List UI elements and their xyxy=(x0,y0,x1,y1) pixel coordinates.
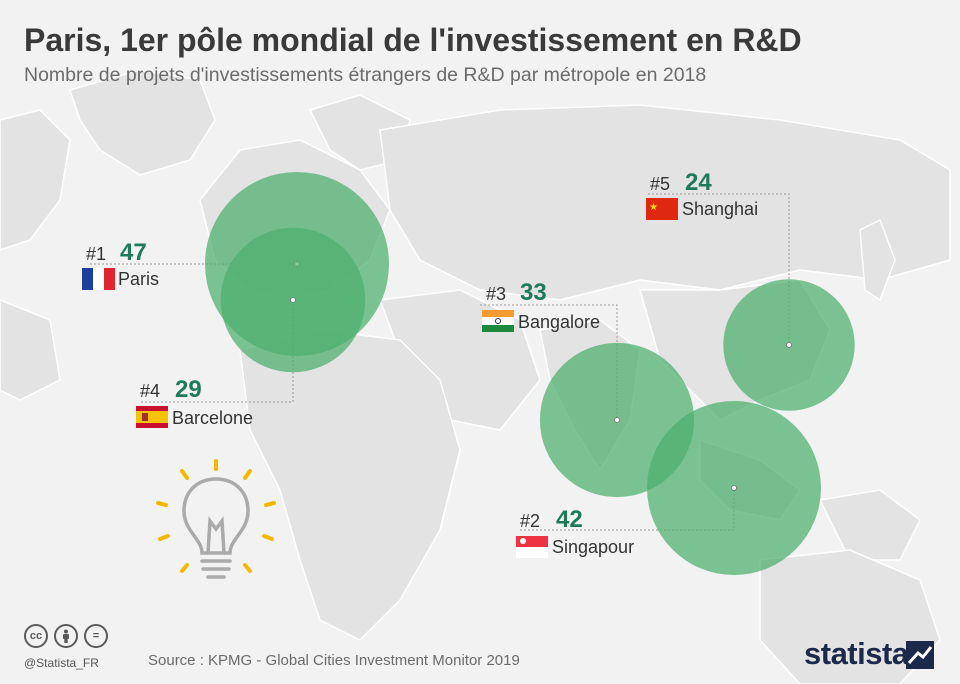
city-dot-bangalore xyxy=(614,417,620,423)
license-icons: cc = xyxy=(24,624,108,648)
city-label-paris: Paris xyxy=(118,269,159,289)
value-label-singapour: 42 xyxy=(556,506,583,533)
rank-label-paris: #1 xyxy=(86,244,106,264)
city-dot-shanghai xyxy=(786,342,792,348)
value-label-bangalore: 33 xyxy=(520,279,547,306)
flag-icon-france xyxy=(82,268,115,290)
bubble-layer xyxy=(205,172,855,575)
city-label-bangalore: Bangalore xyxy=(518,312,600,332)
city-dot-singapour xyxy=(731,485,737,491)
city-labels: #1 47 Paris #4 29 Barcelone #3 33 Bangal… xyxy=(82,169,758,558)
city-dot-barcelone xyxy=(290,297,296,303)
rank-label-barcelone: #4 xyxy=(140,381,160,401)
value-label-shanghai: 24 xyxy=(685,169,712,196)
value-label-barcelone: 29 xyxy=(175,376,202,403)
city-label-shanghai: Shanghai xyxy=(682,199,758,219)
twitter-handle[interactable]: @Statista_FR xyxy=(24,656,99,670)
chart-title: Paris, 1er pôle mondial de l'investissem… xyxy=(24,22,802,58)
city-label-singapour: Singapour xyxy=(552,537,634,557)
attribution-icon[interactable] xyxy=(54,624,78,648)
flag-icon-india xyxy=(482,310,514,332)
brand-logo[interactable]: statista xyxy=(804,636,909,671)
brand-mark-icon xyxy=(906,641,934,669)
city-label-barcelone: Barcelone xyxy=(172,408,253,428)
lightbulb-icon xyxy=(156,459,276,579)
chart-subtitle: Nombre de projets d'investissements étra… xyxy=(24,64,707,86)
flag-icon-china: ★ xyxy=(646,198,678,220)
rank-label-bangalore: #3 xyxy=(486,284,506,304)
no-derivatives-icon[interactable]: = xyxy=(84,624,108,648)
rank-label-shanghai: #5 xyxy=(650,174,670,194)
flag-icon-spain xyxy=(136,406,168,428)
cc-icon[interactable]: cc xyxy=(24,624,48,648)
rank-label-singapour: #2 xyxy=(520,511,540,531)
source-note: Source : KPMG - Global Cities Investment… xyxy=(148,652,520,669)
flag-icon-singapore xyxy=(516,536,548,558)
value-label-paris: 47 xyxy=(120,239,147,266)
svg-text:★: ★ xyxy=(649,202,658,213)
